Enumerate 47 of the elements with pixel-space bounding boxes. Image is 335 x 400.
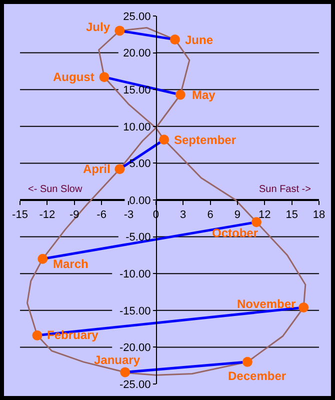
y-tick-label: 20.00 <box>123 48 151 60</box>
annotation: September <box>174 133 236 147</box>
annotation: May <box>192 88 216 102</box>
y-tick-label: 25.00 <box>123 10 151 23</box>
x-tick-label: 6 <box>207 209 214 222</box>
annotation: April <box>83 162 110 176</box>
annotation: February <box>47 328 99 342</box>
annotation: Sun Fast -> <box>259 184 312 195</box>
point <box>175 90 186 100</box>
y-tick-label: -10.00 <box>120 268 151 280</box>
point <box>38 254 48 264</box>
annotation: January <box>94 353 140 367</box>
annotation: November <box>237 297 296 311</box>
y-tick-label: -25.00 <box>120 378 151 391</box>
y-tick-label: 10.00 <box>123 121 151 134</box>
x-tick-label: 12 <box>258 209 271 222</box>
y-tick-label: 0.00 <box>129 194 151 207</box>
point <box>159 134 170 145</box>
annotation: December <box>228 369 286 383</box>
y-tick-label: -15.00 <box>120 305 151 318</box>
x-tick-label: -3 <box>124 209 134 222</box>
point <box>251 217 262 228</box>
x-tick-label: -12 <box>39 209 56 222</box>
point <box>99 72 110 82</box>
annotation: July <box>86 20 110 34</box>
y-tick-label: 15.00 <box>123 84 151 96</box>
x-tick-label: 3 <box>180 209 186 222</box>
annotation: <- Sun Slow <box>28 184 83 195</box>
x-tick-label: 15 <box>286 209 298 222</box>
point <box>114 26 125 36</box>
point <box>170 34 180 45</box>
annotation: August <box>53 70 94 84</box>
point <box>32 330 42 340</box>
point <box>242 356 252 367</box>
x-tick-label: -15 <box>12 209 28 222</box>
y-tick-label: -20.00 <box>120 342 151 354</box>
annotation: March <box>53 257 88 271</box>
y-tick-label: 5.00 <box>129 158 151 170</box>
point <box>298 302 309 312</box>
x-tick-label: 18 <box>312 209 326 222</box>
x-tick-label: -6 <box>96 209 106 222</box>
annotation: June <box>185 33 214 47</box>
y-tick-label: -5.00 <box>126 232 151 244</box>
x-tick-label: 9 <box>234 209 241 222</box>
annotation: October <box>212 226 258 240</box>
point <box>114 164 125 174</box>
point <box>120 367 130 378</box>
